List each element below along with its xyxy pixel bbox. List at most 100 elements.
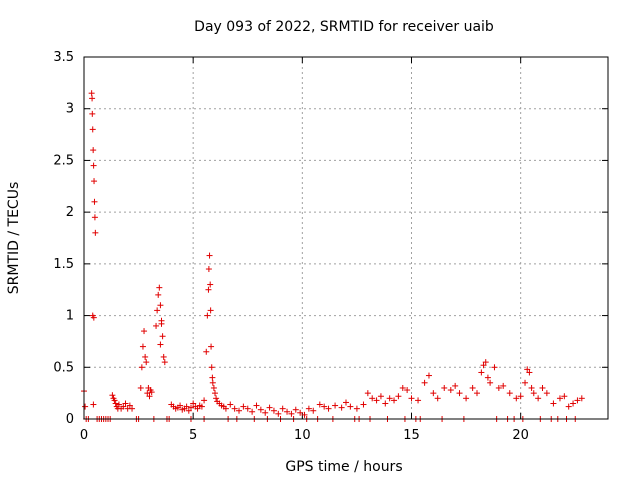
data-point	[222, 405, 229, 412]
data-point	[194, 405, 201, 412]
data-point	[187, 404, 194, 411]
data-point	[535, 395, 542, 402]
x-axis-label: GPS time / hours	[285, 459, 402, 475]
data-point	[526, 369, 533, 376]
data-point	[111, 397, 118, 404]
data-point	[208, 364, 215, 371]
data-point	[157, 302, 164, 309]
data-point	[209, 379, 216, 386]
data-point	[190, 400, 197, 407]
data-point	[203, 348, 210, 355]
data-point	[578, 395, 585, 402]
data-point	[201, 397, 208, 404]
data-point	[391, 397, 398, 404]
data-point	[212, 390, 218, 397]
data-point	[279, 405, 286, 412]
data-point	[524, 366, 531, 373]
data-point	[90, 162, 97, 169]
data-point	[249, 408, 256, 415]
data-point	[530, 390, 537, 397]
data-point	[208, 343, 215, 350]
data-point	[561, 393, 568, 400]
data-point	[275, 410, 282, 417]
data-point	[430, 390, 437, 397]
data-point	[500, 382, 507, 389]
data-point	[148, 389, 155, 396]
data-point	[120, 403, 127, 410]
plot-frame	[83, 56, 609, 420]
x-tick-label: 10	[294, 428, 311, 443]
data-point	[122, 400, 129, 407]
data-point	[90, 314, 97, 321]
data-point	[112, 400, 119, 407]
data-point	[240, 403, 247, 410]
grid	[84, 57, 608, 419]
y-tick-label: 0	[66, 412, 74, 427]
data-point	[91, 214, 98, 221]
data-point	[495, 384, 502, 391]
data-point	[159, 333, 166, 340]
data-point	[288, 410, 295, 417]
data-point	[506, 390, 513, 397]
data-point	[210, 384, 217, 391]
data-point	[539, 384, 546, 391]
y-tick-label: 3.5	[53, 50, 74, 65]
data-point	[155, 291, 162, 298]
data-point	[89, 110, 96, 117]
data-point	[185, 407, 192, 414]
data-point	[206, 252, 213, 259]
data-point	[338, 404, 345, 411]
data-point	[253, 402, 260, 409]
data-point	[321, 403, 328, 410]
data-point	[141, 328, 148, 335]
data-point	[137, 384, 144, 391]
data-point	[126, 402, 133, 409]
data-point	[207, 281, 214, 288]
data-point	[332, 402, 339, 409]
data-point	[441, 384, 448, 391]
y-tick-label: 2.5	[53, 153, 74, 168]
data-point	[565, 403, 572, 410]
data-point	[364, 390, 371, 397]
data-point	[227, 401, 234, 408]
data-point	[139, 343, 146, 350]
data-point	[382, 400, 389, 407]
y-axis-label: SRMTID / TECUs	[6, 182, 22, 295]
x-tick-label: 15	[403, 428, 420, 443]
data-point	[109, 392, 116, 399]
y-tick-label: 1.5	[53, 257, 74, 272]
data-point	[143, 359, 150, 366]
data-point	[452, 382, 459, 389]
data-point	[343, 399, 349, 406]
tick-labels: 0 5 10 15 20 0 0.5 1 1.5 2 2.5 3 3.5	[53, 50, 529, 443]
data-point	[90, 147, 97, 154]
data-point	[395, 393, 402, 400]
data-point	[231, 405, 238, 412]
y-tick-label: 1	[66, 309, 74, 324]
data-point	[236, 407, 243, 414]
data-point	[480, 362, 487, 369]
data-point	[456, 390, 463, 397]
data-point	[146, 393, 153, 400]
data-point	[257, 406, 264, 413]
data-point	[487, 379, 494, 386]
data-point	[89, 126, 96, 133]
y-tick-label: 3	[66, 102, 74, 117]
data-point	[205, 286, 212, 293]
data-point	[142, 353, 149, 360]
data-points	[81, 90, 585, 422]
data-point	[144, 390, 151, 397]
data-point	[262, 409, 269, 416]
data-point	[161, 359, 168, 366]
data-point	[157, 341, 164, 348]
data-point	[369, 395, 376, 402]
data-point	[154, 307, 161, 314]
data-point	[213, 395, 220, 402]
data-point	[244, 405, 251, 412]
data-point	[474, 390, 480, 397]
data-point	[160, 353, 167, 360]
data-point	[513, 395, 520, 402]
data-point	[205, 266, 212, 273]
ticks	[83, 56, 608, 420]
